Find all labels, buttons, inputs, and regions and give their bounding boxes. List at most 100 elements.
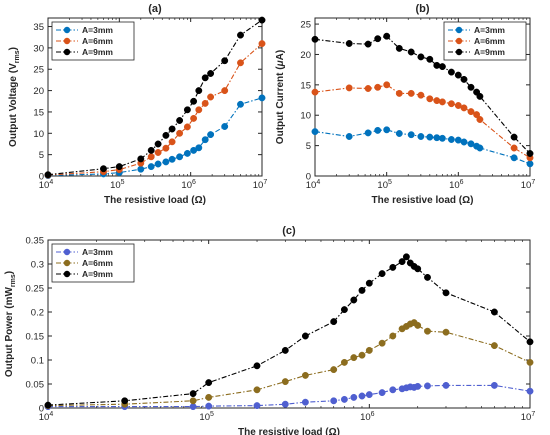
legend-label: A=6mm [474,36,505,46]
data-point [207,70,215,77]
data-point [221,57,229,65]
data-point [358,392,366,400]
data-point [195,106,203,114]
data-point [374,126,382,134]
data-point [301,332,309,340]
data-point [176,129,184,137]
data-point [237,100,244,108]
data-point [115,163,123,171]
data-point [378,389,386,397]
data-point [442,381,450,389]
data-point [162,158,170,166]
y-axis-label: Output Voltage (Vrms) [8,47,21,147]
data-point [378,270,386,278]
data-point [258,40,266,48]
y-tick-label: 5 [39,150,44,161]
y-axis-label: Output Current (μA) [275,50,286,144]
data-point [162,144,170,152]
legend-label: A=6mm [82,258,113,268]
x-axis-label: The resistive load (Ω) [372,195,474,206]
legend-marker [63,248,71,256]
data-point [168,125,176,133]
data-point [417,53,425,61]
legend-marker [63,26,71,34]
data-point [340,395,348,403]
legend-marker [63,259,71,267]
panel-2: (c) 104 105 106 107 0 0.05 0.1 0.15 0.2 0.25 0.3 0.3… [4,225,535,435]
data-point [330,318,338,326]
data-point [301,398,309,406]
data-point [395,89,403,97]
data-point [350,296,358,304]
data-point [147,163,155,171]
data-point [426,133,434,141]
x-axis-label: The resistive load (Ω) [104,195,206,206]
data-point [526,387,534,395]
data-point [168,138,176,146]
data-point [201,74,209,82]
data-point [311,88,319,96]
x-tick-label: 106 [449,179,464,191]
y-tick-label: 0 [306,172,311,183]
data-point [476,144,484,152]
y-tick-label: 10 [33,129,44,140]
data-point [426,95,434,103]
data-point [253,386,261,394]
x-tick-label: 105 [377,179,392,191]
data-point [460,75,468,83]
data-point [44,401,52,409]
legend-marker [63,37,71,45]
y-tick-label: 15 [33,107,44,118]
data-point [365,346,373,354]
data-point [183,149,191,157]
data-point [190,114,198,122]
data-point [438,98,446,106]
legend-marker [455,37,463,45]
legend-label: A=3mm [82,247,113,257]
data-point [207,131,215,139]
data-point [389,263,397,271]
x-tick-label: 104 [39,179,54,191]
data-point [330,366,338,374]
data-point [374,35,382,43]
data-point [345,40,353,47]
data-point [365,279,373,287]
data-point [358,286,366,294]
panel-1: (b) 104 105 106 107 0 5 10 15 20 25 The resistive l… [275,3,535,206]
panel-0: (a) 104 105 106 107 0 5 10 15 20 25 30 35 The resisti… [8,3,267,206]
data-point [340,306,348,314]
data-point [205,393,213,401]
data-point [389,332,397,340]
legend-label: A=9mm [82,269,113,279]
data-point [383,81,391,89]
x-tick-label: 106 [360,411,375,423]
data-point [258,94,266,102]
panel-title: (b) [415,3,429,15]
data-point [417,133,425,140]
data-point [438,134,446,142]
data-point [183,106,191,114]
data-point [205,402,213,410]
y-tick-label: 30 [33,43,44,54]
data-point [350,354,358,362]
data-point [100,165,107,173]
data-point [476,116,484,123]
y-tick-label: 20 [300,50,311,61]
y-tick-label: 0.3 [31,260,44,271]
y-tick-label: 0.1 [31,356,44,367]
data-point [433,97,441,105]
data-point [454,136,462,144]
data-point [195,144,203,152]
data-point [383,32,391,40]
data-point [402,253,410,261]
x-tick-label: 107 [521,411,536,423]
data-point [490,342,498,350]
data-point [365,391,373,399]
y-tick-label: 0.2 [31,308,44,319]
data-point [154,149,162,156]
x-tick-label: 105 [199,411,214,423]
data-point [438,63,446,71]
data-point [154,140,162,148]
data-point [447,100,455,108]
